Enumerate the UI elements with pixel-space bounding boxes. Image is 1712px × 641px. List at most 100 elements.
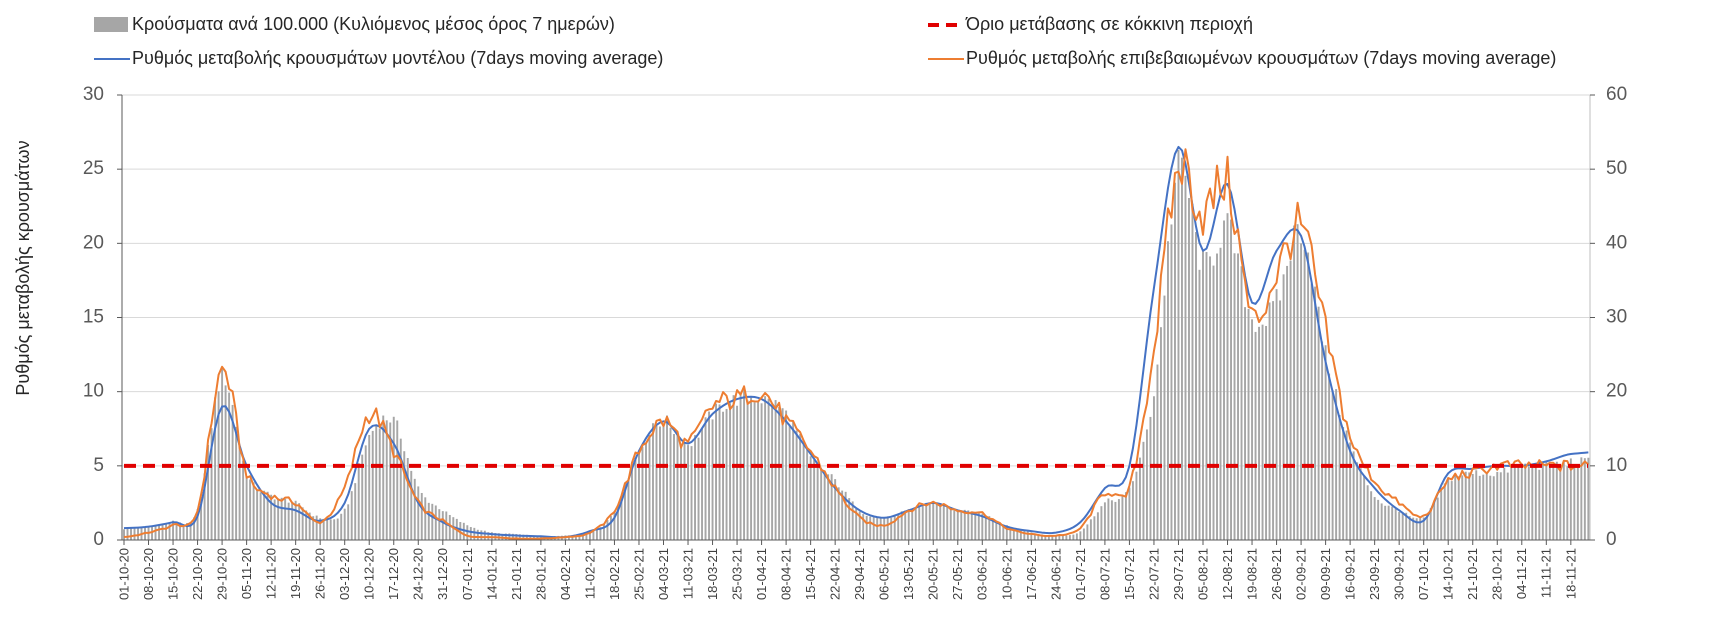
bar [757,401,760,540]
x-tick-label: 07-10-21 [1416,548,1431,600]
x-axis-ticks: 01-10-20 08-10-20 15-10-20 22-10-20 29-10-20… [116,540,1578,600]
x-tick-label: 13-05-21 [901,548,916,600]
bar [641,446,644,540]
bar [448,514,451,540]
bar [788,425,791,540]
bar [133,528,136,540]
bar [1247,308,1250,540]
legend: Κρούσματα ανά 100.000 (Κυλιόμενος μέσος … [94,14,1556,68]
bar [1177,149,1180,540]
bar [970,511,973,540]
bar [172,520,175,540]
x-tick-label: 14-10-21 [1441,548,1456,600]
bar [690,446,693,540]
bar [175,521,178,540]
bar [1506,472,1509,540]
x-tick-label: 11-11-21 [1539,548,1554,598]
bar [301,507,304,540]
bar [1230,219,1232,541]
bar [634,457,637,540]
bar [977,511,980,540]
bar [357,463,360,540]
x-tick-label: 28-10-21 [1490,548,1505,600]
x-tick-label: 05-08-21 [1195,548,1210,600]
bar [928,504,931,540]
bar [424,497,427,540]
bar [956,511,959,540]
bar [683,442,686,540]
bar [287,502,290,540]
bar [1016,528,1019,540]
x-tick-label: 29-10-20 [215,548,230,600]
bar [1552,466,1555,540]
bar [592,530,595,540]
bar [746,400,749,540]
x-tick-label: 11-02-21 [582,548,597,599]
x-tick-label: 02-09-21 [1294,548,1309,600]
bar [1163,295,1166,540]
bar [1282,274,1285,540]
bar [666,415,668,540]
left-tick-label: 0 [93,529,104,550]
bar [1110,500,1113,540]
x-tick-label: 15-07-21 [1122,548,1137,600]
bar [1296,224,1299,540]
bar [879,517,882,540]
bar [673,434,675,540]
bar [813,459,816,540]
right-tick-label: 0 [1606,529,1617,550]
bar [886,516,889,540]
bar [214,397,217,540]
x-tick-label: 18-03-21 [705,548,720,600]
bar [1251,319,1254,540]
bar [865,515,868,540]
bar [291,501,294,540]
bar [844,491,847,540]
bar [168,522,171,540]
left-tick-label: 30 [83,84,104,105]
bar [1352,451,1355,540]
legend-swatch-bar [94,17,128,32]
bar [799,434,802,540]
bar [1159,327,1162,540]
bar [932,502,935,540]
bar [680,444,682,540]
x-tick-label: 07-01-21 [460,548,475,600]
x-tick-label: 23-09-21 [1367,548,1382,600]
x-tick-label: 08-04-21 [779,548,794,600]
bar [1342,427,1345,540]
bar [511,533,514,540]
bar [876,517,879,540]
bar [1517,464,1520,540]
bar [1387,505,1390,540]
bar [774,400,777,540]
bar [823,470,826,540]
bar [1202,250,1204,541]
bar-series [123,149,1590,541]
bar [809,456,812,540]
bar [1587,457,1590,540]
bar [319,518,322,540]
bar [1002,524,1005,540]
bar [1454,475,1457,540]
bar [1538,469,1541,540]
bar [354,483,357,540]
x-tick-label: 21-10-21 [1465,548,1480,600]
bar [266,491,269,540]
bar [427,502,430,540]
bar [1510,466,1513,540]
bar [389,422,392,540]
bar [396,420,399,540]
bar [1363,475,1366,540]
bar [420,492,423,540]
bar [1121,496,1124,540]
bar [1524,463,1527,540]
bar [1450,481,1453,540]
left-tick-label: 15 [83,307,104,328]
bar [459,522,462,540]
bar [648,434,651,540]
x-tick-label: 15-04-21 [803,548,818,600]
right-tick-label: 30 [1606,307,1627,328]
bar [792,421,795,540]
